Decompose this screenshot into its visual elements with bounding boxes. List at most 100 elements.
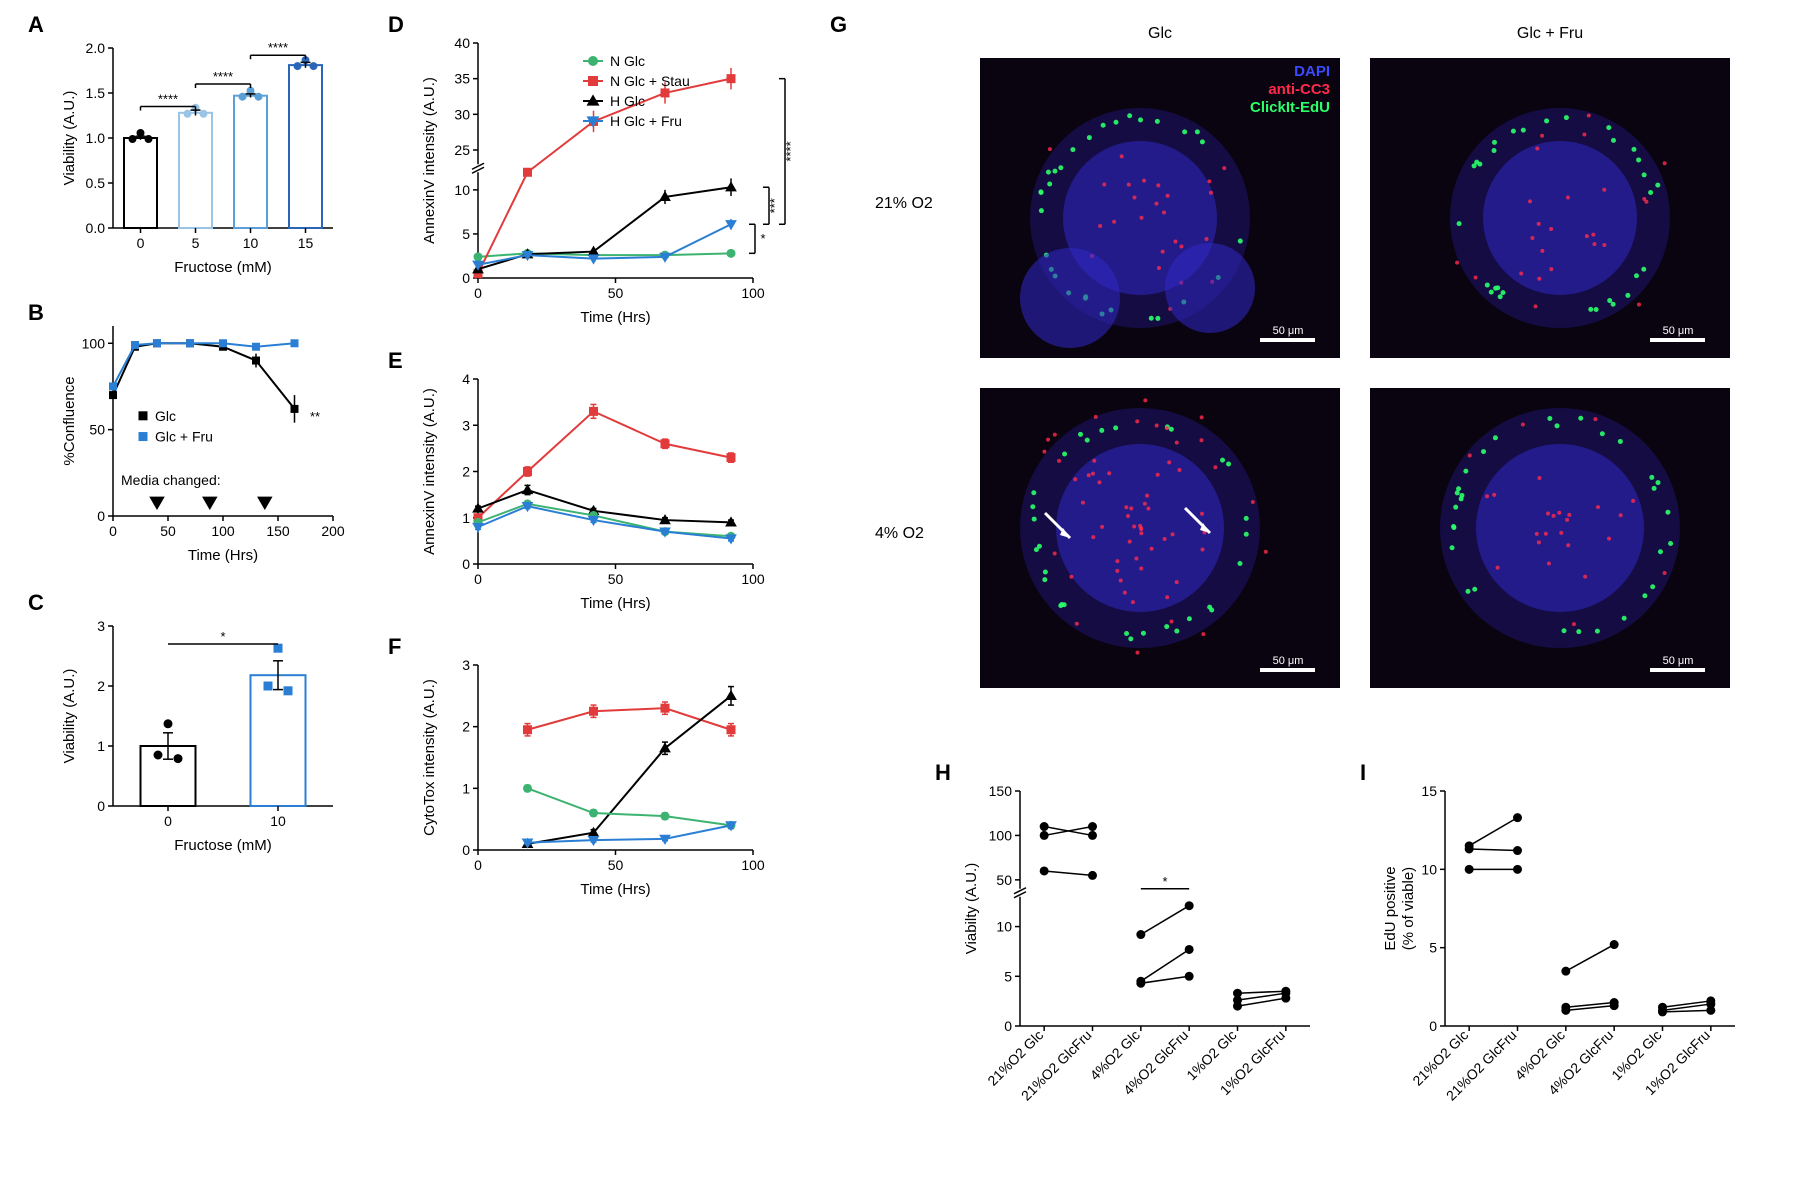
- svg-text:5: 5: [192, 235, 200, 251]
- svg-text:Glc + Fru: Glc + Fru: [155, 429, 213, 445]
- svg-text:1.0: 1.0: [86, 130, 106, 146]
- panel-label-b: B: [28, 300, 44, 326]
- svg-text:H Glc + Fru: H Glc + Fru: [610, 113, 682, 129]
- svg-text:3: 3: [462, 417, 470, 433]
- panel-label-a: A: [28, 12, 44, 38]
- svg-text:*: *: [760, 231, 765, 246]
- svg-text:150: 150: [989, 783, 1013, 799]
- svg-text:Fructose (mM): Fructose (mM): [174, 837, 272, 854]
- svg-text:1: 1: [462, 510, 470, 526]
- svg-text:1: 1: [462, 780, 470, 796]
- svg-text:0: 0: [474, 571, 482, 587]
- panel-a: 0.00.51.01.52.0051015************Fructos…: [58, 28, 348, 278]
- svg-text:50: 50: [996, 872, 1012, 888]
- svg-text:50: 50: [89, 422, 105, 438]
- svg-text:0: 0: [1004, 1018, 1012, 1034]
- panel-label-f: F: [388, 634, 401, 660]
- panel-d: 051025303540050100N GlcN Glc + StauH Glc…: [418, 28, 768, 328]
- panel-c: 0123010*Fructose (mM)Viability (A.U.): [58, 606, 348, 856]
- svg-text:****: ****: [268, 40, 288, 55]
- svg-text:Glc: Glc: [1148, 25, 1172, 42]
- svg-text:3: 3: [97, 618, 105, 634]
- svg-text:50: 50: [608, 571, 624, 587]
- svg-text:Glc + Fru: Glc + Fru: [1517, 25, 1583, 42]
- svg-text:200: 200: [321, 523, 345, 539]
- svg-text:****: ****: [783, 141, 798, 161]
- svg-text:15: 15: [1421, 783, 1437, 799]
- svg-text:Media changed:: Media changed:: [121, 472, 221, 488]
- svg-text:Time (Hrs): Time (Hrs): [188, 547, 258, 564]
- svg-text:10: 10: [996, 919, 1012, 935]
- svg-text:ClickIt-EdU: ClickIt-EdU: [1250, 99, 1330, 116]
- svg-text:50 μm: 50 μm: [1663, 325, 1694, 337]
- svg-text:Time (Hrs): Time (Hrs): [580, 309, 650, 326]
- panel-g: Glc Glc + Fru 21% O2 4% O2 50 μm DAPIanti-CC3…: [860, 18, 1780, 738]
- svg-text:anti-CC3: anti-CC3: [1268, 81, 1330, 98]
- svg-text:Viability (A.U.): Viability (A.U.): [61, 669, 78, 764]
- panel-label-g: G: [830, 12, 847, 38]
- svg-text:100: 100: [741, 857, 765, 873]
- svg-text:Time (Hrs): Time (Hrs): [580, 881, 650, 898]
- svg-text:AnnexinV intensity (A.U.): AnnexinV intensity (A.U.): [421, 77, 438, 244]
- svg-text:0.0: 0.0: [86, 220, 106, 236]
- svg-text:100: 100: [989, 827, 1013, 843]
- svg-text:5: 5: [462, 226, 470, 242]
- svg-text:*: *: [220, 629, 225, 644]
- svg-text:5: 5: [1004, 968, 1012, 984]
- svg-text:****: ****: [213, 69, 233, 84]
- svg-text:N Glc + Stau: N Glc + Stau: [610, 73, 690, 89]
- svg-text:15: 15: [298, 235, 314, 251]
- svg-text:3: 3: [462, 657, 470, 673]
- svg-text:0: 0: [462, 270, 470, 286]
- svg-text:Viability (A.U.): Viability (A.U.): [61, 91, 78, 186]
- svg-text:Fructose (mM): Fructose (mM): [174, 259, 272, 276]
- svg-text:2: 2: [462, 719, 470, 735]
- svg-text:0: 0: [1429, 1018, 1437, 1034]
- svg-text:0: 0: [164, 813, 172, 829]
- panel-b: 050100050100150200Media changed:GlcGlc +…: [58, 316, 348, 566]
- svg-text:5: 5: [1429, 940, 1437, 956]
- svg-text:50 μm: 50 μm: [1273, 325, 1304, 337]
- svg-text:(% of viable): (% of viable): [1400, 867, 1417, 950]
- svg-text:CytoTox intensity (A.U.): CytoTox intensity (A.U.): [421, 679, 438, 836]
- svg-text:10: 10: [454, 182, 470, 198]
- svg-text:1: 1: [97, 738, 105, 754]
- svg-text:DAPI: DAPI: [1294, 63, 1330, 80]
- svg-text:0: 0: [462, 556, 470, 572]
- svg-text:4: 4: [462, 371, 470, 387]
- figure-root: A 0.00.51.01.52.0051015************Fruct…: [0, 0, 1800, 1181]
- svg-text:25: 25: [454, 142, 470, 158]
- svg-text:***: ***: [767, 198, 782, 213]
- svg-text:35: 35: [454, 71, 470, 87]
- svg-text:10: 10: [243, 235, 259, 251]
- svg-text:150: 150: [266, 523, 290, 539]
- svg-text:2.0: 2.0: [86, 40, 106, 56]
- svg-text:4% O2: 4% O2: [875, 525, 924, 542]
- svg-text:50: 50: [608, 857, 624, 873]
- svg-text:Viabilty (A.U.): Viabilty (A.U.): [963, 863, 980, 954]
- svg-text:30: 30: [454, 106, 470, 122]
- svg-text:0: 0: [137, 235, 145, 251]
- svg-text:0: 0: [474, 285, 482, 301]
- svg-text:0: 0: [474, 857, 482, 873]
- svg-text:0: 0: [97, 508, 105, 524]
- svg-text:50: 50: [608, 285, 624, 301]
- svg-text:1.5: 1.5: [86, 85, 106, 101]
- panel-i: 05101521%O2 Glc21%O2 GlcFru4%O2 Glc4%O2 …: [1385, 776, 1745, 1166]
- panel-label-e: E: [388, 348, 403, 374]
- svg-text:Time (Hrs): Time (Hrs): [580, 595, 650, 612]
- panel-f: 0123050100Time (Hrs)CytoTox intensity (A…: [418, 650, 768, 900]
- svg-text:Glc: Glc: [155, 408, 176, 424]
- svg-text:21% O2: 21% O2: [875, 195, 933, 212]
- svg-text:****: ****: [158, 92, 178, 107]
- svg-text:H Glc: H Glc: [610, 93, 645, 109]
- svg-text:10: 10: [270, 813, 286, 829]
- svg-text:0: 0: [109, 523, 117, 539]
- svg-text:2: 2: [462, 464, 470, 480]
- svg-text:100: 100: [82, 335, 106, 351]
- svg-text:50 μm: 50 μm: [1663, 655, 1694, 667]
- panel-label-d: D: [388, 12, 404, 38]
- svg-text:50 μm: 50 μm: [1273, 655, 1304, 667]
- svg-text:2: 2: [97, 678, 105, 694]
- panel-label-c: C: [28, 590, 44, 616]
